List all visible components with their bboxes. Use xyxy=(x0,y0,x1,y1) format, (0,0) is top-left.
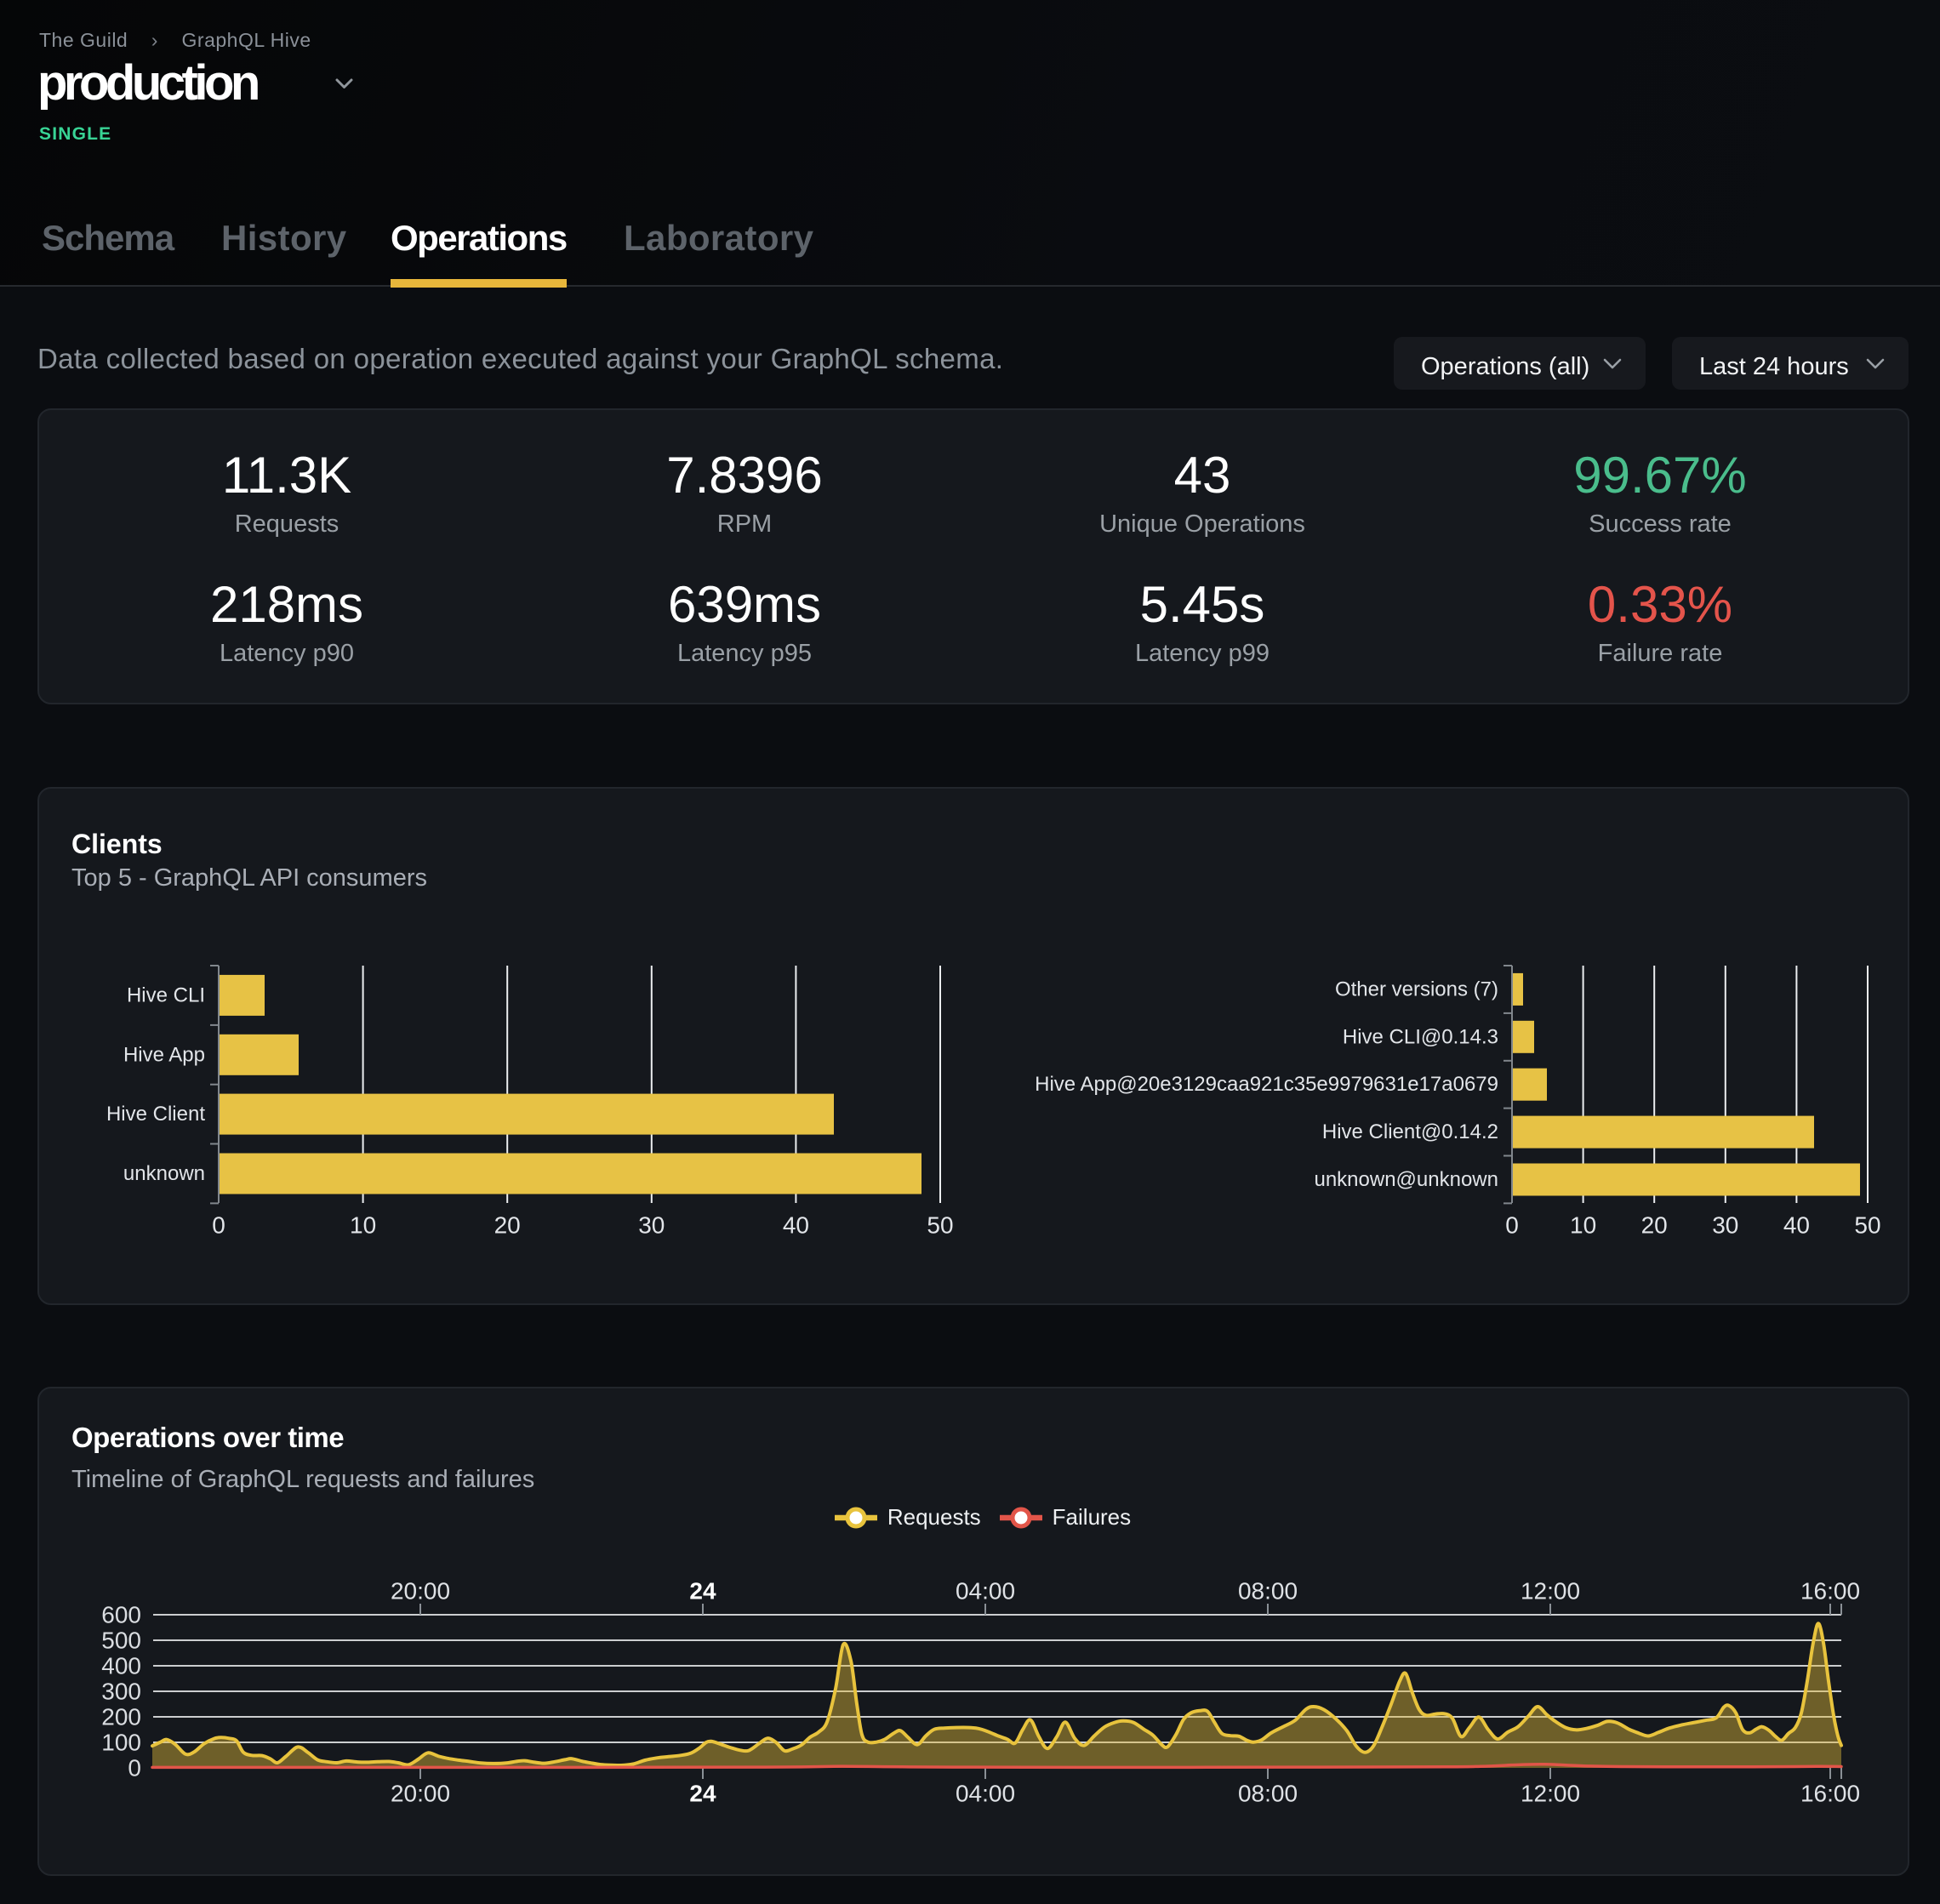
svg-text:12:00: 12:00 xyxy=(1521,1578,1580,1605)
svg-text:24: 24 xyxy=(689,1578,716,1605)
svg-text:40: 40 xyxy=(783,1212,809,1239)
svg-text:unknown@unknown: unknown@unknown xyxy=(1314,1168,1498,1191)
svg-text:10: 10 xyxy=(350,1212,376,1239)
svg-text:500: 500 xyxy=(101,1628,141,1654)
svg-text:10: 10 xyxy=(1570,1212,1596,1239)
svg-text:08:00: 08:00 xyxy=(1238,1781,1298,1807)
svg-text:16:00: 16:00 xyxy=(1800,1578,1860,1605)
svg-text:20: 20 xyxy=(494,1212,521,1239)
svg-text:Other versions (7): Other versions (7) xyxy=(1335,978,1498,1000)
svg-text:20:00: 20:00 xyxy=(391,1578,450,1605)
svg-text:40: 40 xyxy=(1783,1212,1810,1239)
svg-text:0: 0 xyxy=(128,1755,141,1781)
svg-text:20:00: 20:00 xyxy=(391,1781,450,1807)
svg-text:400: 400 xyxy=(101,1653,141,1679)
svg-text:Hive CLI@0.14.3: Hive CLI@0.14.3 xyxy=(1343,1025,1498,1048)
svg-text:04:00: 04:00 xyxy=(956,1578,1015,1605)
svg-text:12:00: 12:00 xyxy=(1521,1781,1580,1807)
svg-text:30: 30 xyxy=(1712,1212,1738,1239)
svg-text:200: 200 xyxy=(101,1704,141,1730)
svg-text:Hive App: Hive App xyxy=(123,1043,205,1066)
svg-text:300: 300 xyxy=(101,1679,141,1705)
svg-text:50: 50 xyxy=(927,1212,953,1239)
svg-text:Hive CLI: Hive CLI xyxy=(127,983,205,1006)
svg-text:04:00: 04:00 xyxy=(956,1781,1015,1807)
svg-text:30: 30 xyxy=(638,1212,665,1239)
svg-text:Hive Client: Hive Client xyxy=(106,1103,205,1126)
svg-text:50: 50 xyxy=(1854,1212,1880,1239)
svg-text:unknown: unknown xyxy=(123,1162,205,1185)
svg-text:24: 24 xyxy=(689,1781,716,1807)
svg-text:100: 100 xyxy=(101,1730,141,1756)
svg-text:0: 0 xyxy=(212,1212,225,1239)
svg-text:0: 0 xyxy=(1505,1212,1519,1239)
svg-text:16:00: 16:00 xyxy=(1800,1781,1860,1807)
svg-text:08:00: 08:00 xyxy=(1238,1578,1298,1605)
svg-text:Hive Client@0.14.2: Hive Client@0.14.2 xyxy=(1322,1120,1498,1143)
svg-text:Hive App@20e3129caa921c35e9979: Hive App@20e3129caa921c35e9979631e17a067… xyxy=(1035,1073,1498,1096)
svg-text:600: 600 xyxy=(101,1602,141,1628)
svg-text:20: 20 xyxy=(1641,1212,1668,1239)
